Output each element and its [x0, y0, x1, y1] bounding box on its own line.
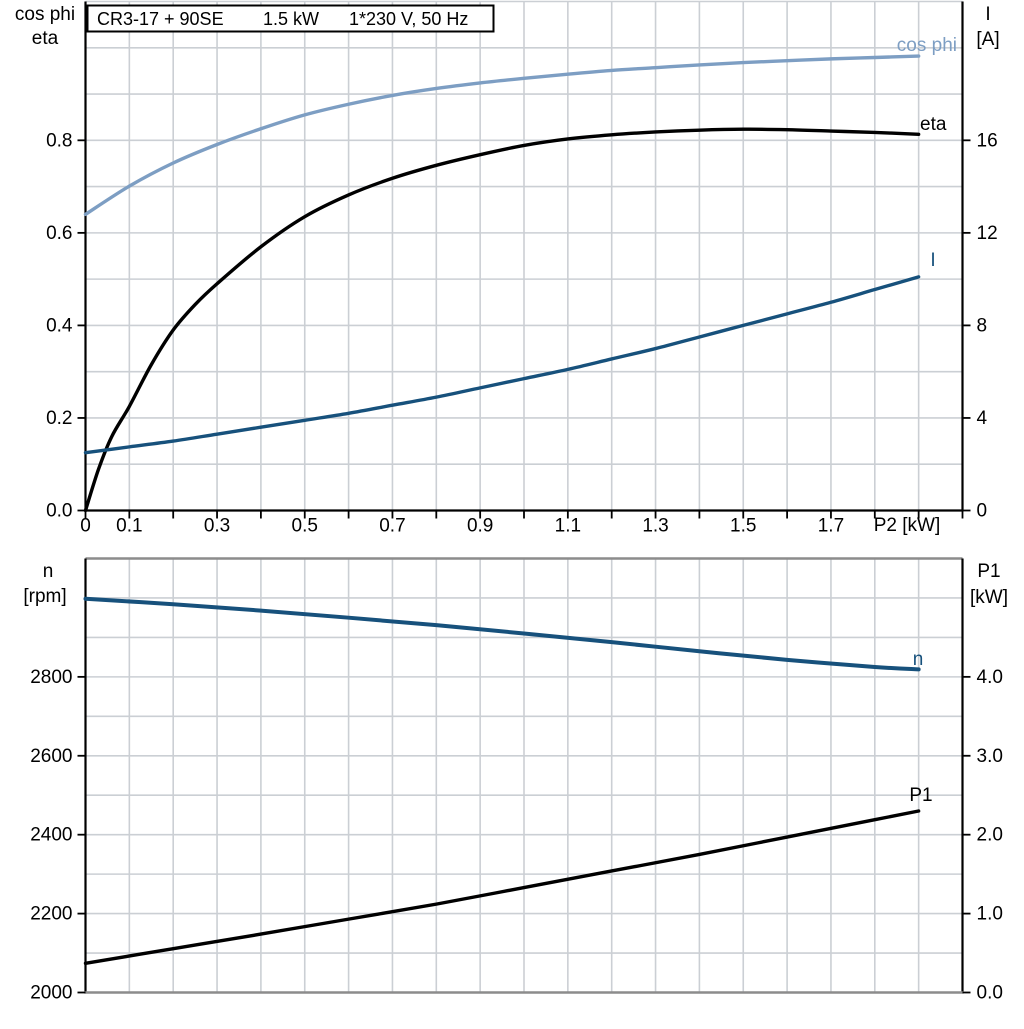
x-tick-label: 0.3 — [204, 516, 230, 537]
top-left-axis-label-line1: cos phi — [15, 4, 75, 25]
chart-title-border — [86, 4, 495, 33]
x-tick-label: 0.9 — [467, 516, 493, 537]
right-tick-label: 2.0 — [977, 825, 1003, 846]
right-tick-label: 8 — [977, 315, 988, 336]
left-tick-label: 0.2 — [46, 408, 72, 429]
left-tick-label: 2200 — [30, 904, 72, 925]
curve-label-p1: P1 — [909, 785, 932, 806]
right-tick-label: 1.0 — [977, 904, 1003, 925]
left-tick-label: 0.6 — [46, 223, 72, 244]
bottom-chart-grid — [85, 557, 963, 993]
curve-n — [83, 596, 921, 672]
curve-cos-phi — [83, 54, 921, 217]
left-tick-label: 0.8 — [46, 130, 72, 151]
left-tick-label: 2400 — [30, 825, 72, 846]
right-tick-label: 12 — [977, 223, 998, 244]
bottom-left-axis-label-line1: n — [43, 561, 54, 582]
x-axis-unit-label: P2 [kW] — [874, 515, 941, 536]
chart-title-box: CR3-17 + 90SE 1.5 kW 1*230 V, 50 Hz — [86, 4, 495, 33]
right-tick-label: 0.0 — [977, 983, 1003, 1004]
bottom-chart-curves: n P1 — [83, 596, 933, 966]
bottom-left-axis-label-line2: [rpm] — [23, 586, 66, 607]
curve-label-cos-phi: cos phi — [897, 35, 957, 56]
top-chart-curves: cos phi eta I — [83, 35, 957, 513]
curve-label-n: n — [913, 649, 924, 670]
left-tick-label: 0.4 — [46, 315, 73, 336]
right-tick-label: 3.0 — [977, 746, 1003, 767]
chart-title-pump: CR3-17 + 90SE — [97, 9, 224, 29]
x-tick-label: 1.5 — [730, 516, 756, 537]
right-tick-label: 4 — [977, 408, 988, 429]
top-left-axis-label-line2: eta — [32, 28, 59, 49]
bottom-chart-axes: 2000 2200 2400 2600 2800 0.0 1.0 2.0 3.0 4.0 — [30, 558, 1003, 1004]
curve-p1 — [83, 809, 921, 966]
curve-label-i: I — [930, 250, 935, 271]
right-tick-label: 4.0 — [977, 667, 1003, 688]
x-tick-label: 0.7 — [379, 516, 405, 537]
x-tick-label: 1.3 — [642, 516, 668, 537]
x-tick-label: 0 — [80, 516, 91, 537]
left-tick-label: 0.0 — [46, 501, 72, 522]
bottom-right-axis-label-line2: [kW] — [970, 587, 1008, 608]
curve-label-eta: eta — [920, 114, 947, 135]
right-tick-label: 16 — [977, 130, 998, 151]
chart-title-power: 1.5 kW — [263, 9, 319, 29]
x-tick-label: 0.5 — [292, 516, 318, 537]
bottom-right-axis-label-line1: P1 — [977, 561, 1000, 582]
right-tick-label: 0 — [977, 501, 988, 522]
left-tick-label: 2600 — [30, 746, 72, 767]
chart-title-voltage: 1*230 V, 50 Hz — [349, 9, 468, 29]
top-right-axis-label-line2: [A] — [976, 29, 999, 50]
left-tick-label: 2800 — [30, 667, 72, 688]
x-tick-label: 1.7 — [818, 516, 844, 537]
x-tick-label: 1.1 — [555, 516, 581, 537]
x-tick-label: 0.1 — [116, 516, 142, 537]
curve-eta — [83, 127, 921, 513]
curve-i — [83, 275, 921, 455]
top-right-axis-label-line1: I — [985, 4, 990, 25]
top-chart-axes: 0 0.1 0.3 0.5 0.7 0.9 1.1 1.3 1.5 1.7 0.0 0.2 0.4 0.6… — [46, 1, 998, 537]
top-chart-grid — [85, 0, 963, 511]
left-tick-label: 2000 — [30, 983, 72, 1004]
